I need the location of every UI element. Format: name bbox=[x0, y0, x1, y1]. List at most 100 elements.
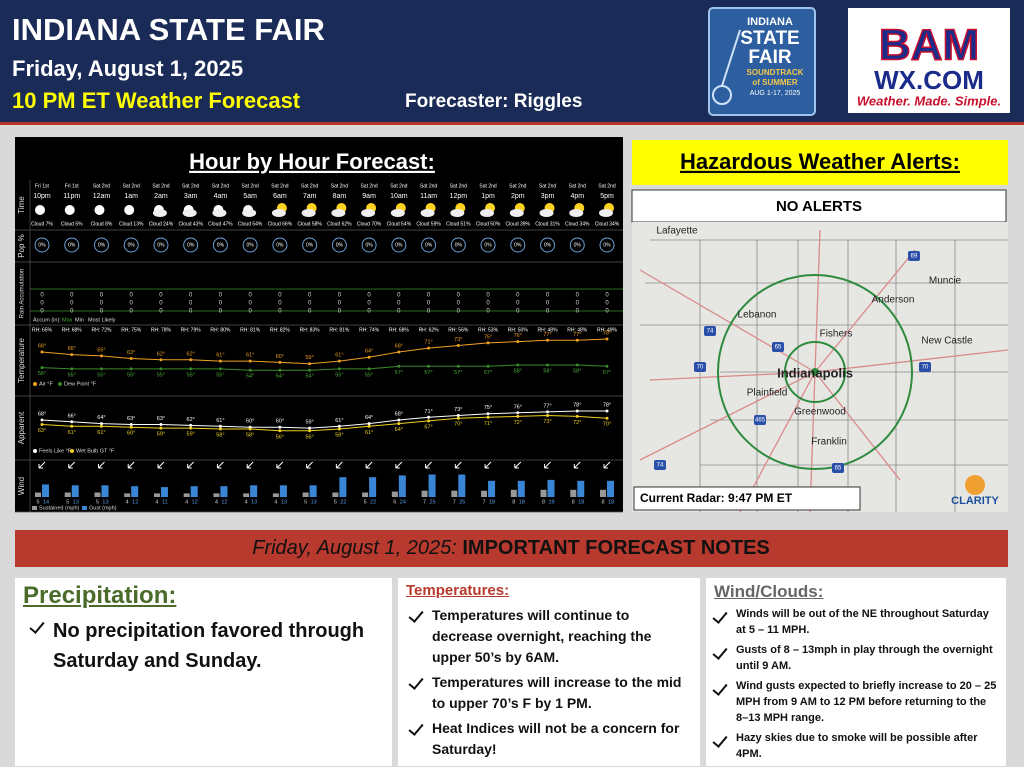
temp-label: 75° bbox=[484, 334, 492, 340]
wind-arrow bbox=[335, 461, 343, 469]
pop-circle bbox=[480, 237, 496, 253]
cloud-icon bbox=[480, 209, 495, 217]
day-label: Fri 1st bbox=[65, 183, 80, 189]
rain-likely: 0 bbox=[605, 309, 609, 315]
note: Temperatures will increase to the mid to… bbox=[432, 672, 692, 714]
rain-min: 0 bbox=[576, 301, 580, 307]
feels-label: 77° bbox=[543, 403, 551, 409]
pop-circle bbox=[450, 237, 466, 253]
highway-shield bbox=[832, 463, 844, 473]
gust-bar bbox=[369, 477, 377, 497]
gust-label: 18 bbox=[489, 499, 495, 505]
wind-arrow bbox=[157, 461, 165, 469]
moon-icon bbox=[35, 205, 45, 215]
city-label: Lebanon bbox=[738, 310, 777, 321]
feels-label: 73° bbox=[454, 407, 462, 413]
pop-label: 0% bbox=[484, 242, 492, 248]
highway-label: 70 bbox=[922, 365, 929, 371]
pop-circle bbox=[183, 237, 199, 253]
legend-label: Wet Bulb GT °F bbox=[76, 448, 115, 454]
rain-min: 0 bbox=[427, 301, 431, 307]
bam-logo-text: BAM bbox=[879, 21, 979, 70]
bam-logo-text: WX.COM bbox=[874, 65, 984, 95]
cloud-label: Cloud 59% bbox=[416, 221, 441, 227]
time-label: 2pm bbox=[511, 193, 525, 200]
dew-label: 55° bbox=[187, 372, 195, 378]
wetbulb-label: 56° bbox=[276, 434, 284, 440]
temp-label: 60° bbox=[276, 354, 284, 360]
dew-label: 55° bbox=[365, 372, 373, 378]
time-label: 11am bbox=[420, 193, 437, 200]
bam-logo bbox=[848, 8, 1010, 113]
gust-bar bbox=[250, 485, 258, 497]
hourly-title: Hour by Hour Forecast: bbox=[189, 149, 435, 174]
sustained-bar bbox=[570, 489, 577, 497]
wind-arrow bbox=[38, 461, 46, 469]
feels-label: 71° bbox=[424, 409, 432, 415]
cloud-label: Cloud 5% bbox=[61, 221, 83, 227]
row-label: Temperature bbox=[17, 338, 26, 383]
note: Hazy skies due to smoke will be possible… bbox=[736, 730, 998, 762]
rain-min: 0 bbox=[605, 301, 609, 307]
rain-max: 0 bbox=[40, 293, 44, 299]
rain-likely: 0 bbox=[457, 309, 461, 315]
cloud-icon bbox=[599, 209, 613, 217]
feels-label: 60° bbox=[246, 419, 254, 425]
sustained-bar bbox=[243, 493, 250, 497]
sustained-bar bbox=[213, 493, 220, 497]
gust-label: 18 bbox=[578, 499, 584, 505]
temp-label: 64° bbox=[365, 349, 373, 355]
feels-label: 61° bbox=[335, 418, 343, 424]
fair-logo-text: STATE bbox=[740, 28, 799, 49]
wetbulb-label: 58° bbox=[216, 432, 224, 438]
rh-label: RH: 65% bbox=[32, 327, 53, 333]
temp-label: 68° bbox=[395, 343, 403, 349]
sustained-label: 8 bbox=[572, 499, 575, 505]
sustained-label: 7 bbox=[453, 499, 456, 505]
row-label: Pop % bbox=[17, 234, 26, 258]
sustained-label: 5 bbox=[36, 499, 39, 505]
pop-label: 0% bbox=[455, 242, 463, 248]
cloud-icon bbox=[331, 209, 346, 217]
rh-label: RH: 74% bbox=[359, 327, 380, 333]
rain-max: 0 bbox=[219, 293, 223, 299]
cloud-icon bbox=[569, 209, 584, 217]
gust-bar bbox=[71, 485, 79, 497]
subtitle: 10 PM ET Weather Forecast bbox=[12, 88, 301, 113]
row-label: Time bbox=[17, 196, 26, 214]
sustained-label: 5 bbox=[96, 499, 99, 505]
gust-label: 24 bbox=[400, 499, 406, 505]
temp-label: 61° bbox=[216, 353, 224, 359]
sustained-label: 4 bbox=[126, 499, 129, 505]
pop-label: 0% bbox=[603, 242, 611, 248]
dew-label: 55° bbox=[157, 372, 165, 378]
sustained-bar bbox=[153, 493, 160, 497]
temp-label: 62° bbox=[187, 351, 195, 357]
sustained-label: 4 bbox=[185, 499, 188, 505]
cloud-icon bbox=[182, 209, 197, 217]
rain-min: 0 bbox=[130, 301, 134, 307]
time-label: 12pm bbox=[450, 193, 468, 200]
sustained-bar bbox=[510, 489, 517, 497]
rain-max: 0 bbox=[427, 293, 431, 299]
rain-likely: 0 bbox=[367, 309, 371, 315]
alerts-header bbox=[632, 140, 1008, 185]
banner bbox=[15, 530, 1008, 567]
rain-likely: 0 bbox=[516, 309, 520, 315]
feels-label: 63° bbox=[157, 416, 165, 422]
pop-circle bbox=[421, 237, 437, 253]
highway-shield bbox=[754, 415, 766, 425]
notes-title: Precipitation: bbox=[23, 582, 177, 609]
wetbulb-line bbox=[41, 414, 608, 432]
time-label: 12am bbox=[93, 193, 111, 200]
hourly-panel bbox=[15, 137, 623, 512]
alerts-title: Hazardous Weather Alerts: bbox=[680, 149, 960, 174]
wind-arrow bbox=[395, 461, 403, 469]
wind-arrow bbox=[484, 461, 492, 469]
dew-label: 54° bbox=[246, 374, 254, 380]
sustained-bar bbox=[302, 492, 309, 497]
pop-label: 0% bbox=[38, 242, 46, 248]
rain-min: 0 bbox=[486, 301, 490, 307]
moon-icon bbox=[94, 205, 105, 215]
